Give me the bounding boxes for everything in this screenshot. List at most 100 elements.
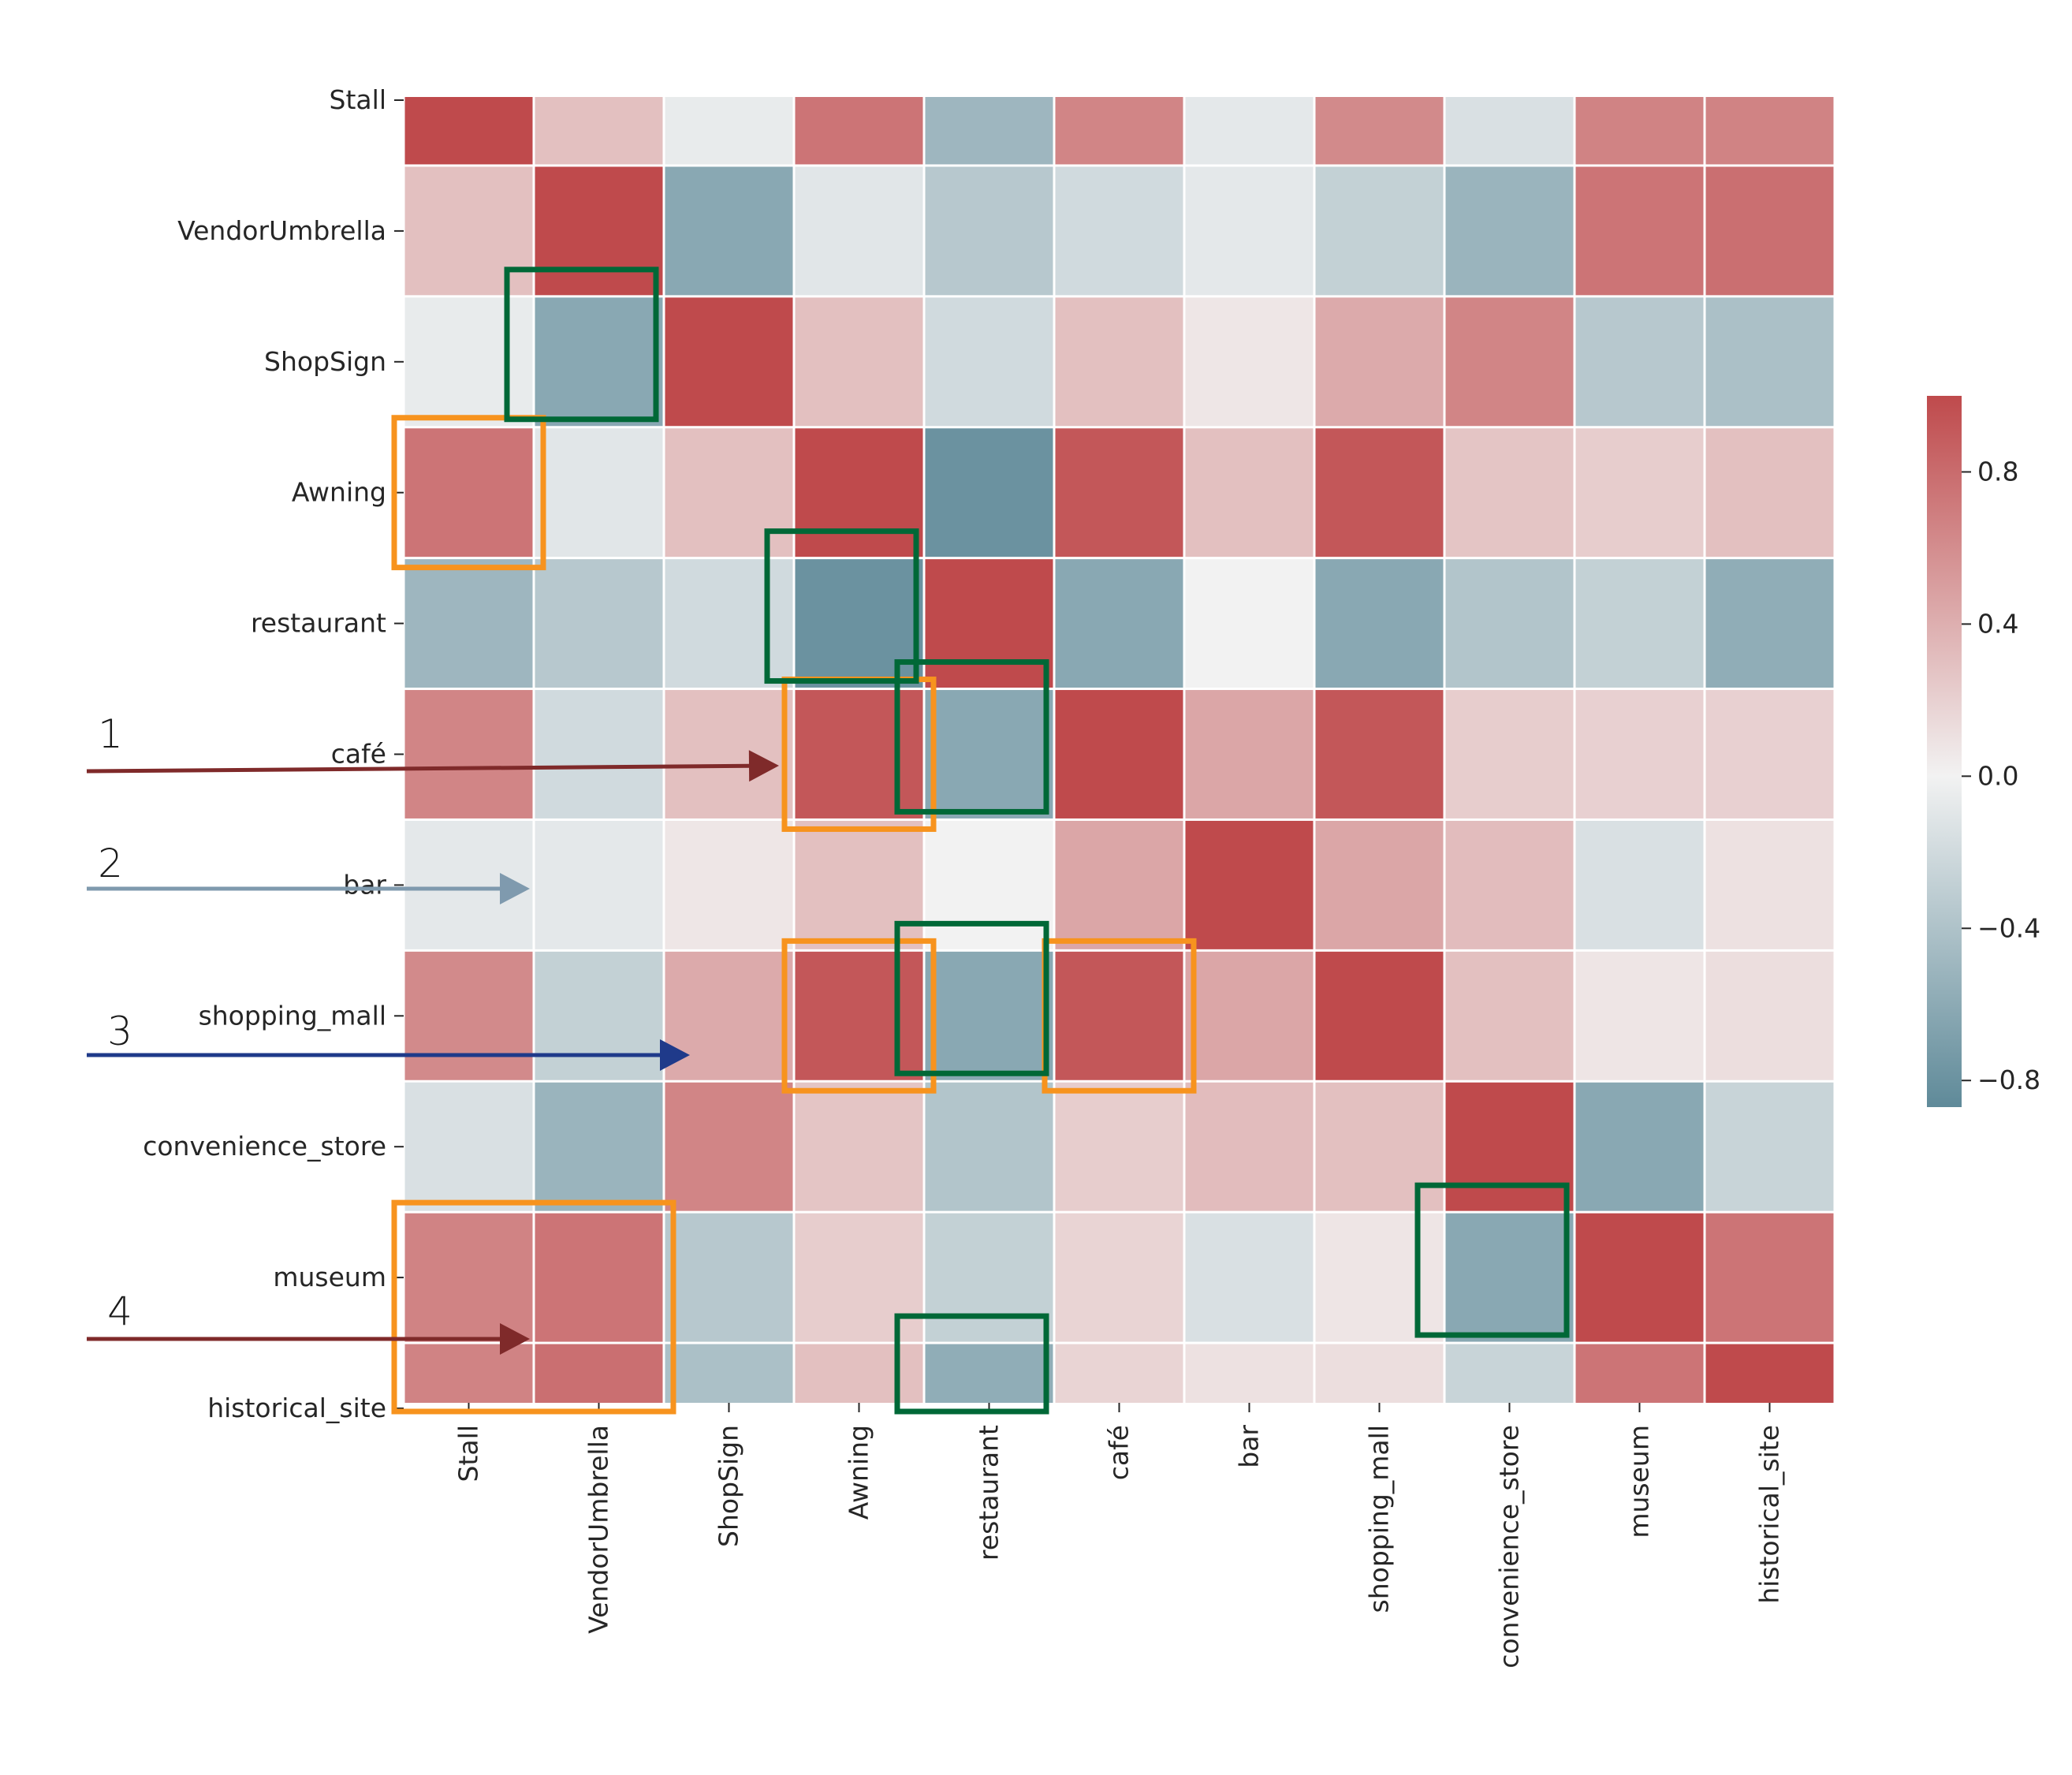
- heatmap-cell: [1705, 1082, 1834, 1211]
- x-tick-label: café: [1104, 1425, 1135, 1480]
- green-highlight-box: [764, 528, 919, 684]
- heatmap-cell: [925, 97, 1053, 165]
- heatmap-cell: [665, 297, 793, 427]
- heatmap-cell: [1445, 297, 1574, 427]
- heatmap-cell: [925, 297, 1053, 427]
- heatmap-cell: [535, 1344, 663, 1403]
- heatmap-cell: [795, 1082, 923, 1211]
- heatmap-cell: [1575, 951, 1704, 1080]
- y-tick-label: Stall: [330, 84, 386, 115]
- annotation-number: 2: [98, 841, 123, 886]
- heatmap-cell: [1185, 690, 1314, 819]
- heatmap-cell: [665, 1213, 793, 1342]
- heatmap-cell: [535, 690, 663, 819]
- x-axis: Stall VendorUmbrella ShopSign Awning restaur…: [453, 1403, 1785, 1669]
- heatmap-cell: [925, 1082, 1053, 1211]
- heatmap-cell: [925, 951, 1053, 1080]
- heatmap-cell: [925, 166, 1053, 296]
- y-tick-label: shopping_mall: [199, 1000, 386, 1031]
- heatmap-cell: [795, 1213, 923, 1342]
- heatmap-cell: [1055, 1213, 1183, 1342]
- heatmap-cell: [535, 951, 663, 1080]
- heatmap-cell: [404, 1213, 533, 1342]
- heatmap-cell: [665, 166, 793, 296]
- colorbar: 0.8 0.4 0.0 −0.4 −0.8: [1927, 396, 2040, 1107]
- heatmap-cell: [535, 297, 663, 427]
- heatmap-cell: [1705, 97, 1834, 165]
- green-highlight-box: [894, 659, 1049, 815]
- y-tick-label: café: [331, 739, 386, 770]
- heatmap-cell: [1315, 297, 1444, 427]
- heatmap-cell: [795, 559, 923, 688]
- heatmap-cells: [404, 97, 1834, 1403]
- heatmap-cell: [1315, 690, 1444, 819]
- heatmap-cell: [404, 97, 533, 165]
- heatmap-cell: [1055, 559, 1183, 688]
- heatmap-cell: [1055, 1344, 1183, 1403]
- heatmap-cell: [1315, 559, 1444, 688]
- heatmap-cell: [665, 428, 793, 557]
- heatmap-cell: [1315, 1344, 1444, 1403]
- heatmap-cell: [1055, 951, 1183, 1080]
- orange-highlight-box: [781, 938, 937, 1094]
- heatmap-cell: [1185, 97, 1314, 165]
- heatmap-cell: [1445, 1213, 1574, 1342]
- heatmap-cell: [535, 1082, 663, 1211]
- x-tick-label: museum: [1624, 1425, 1655, 1538]
- heatmap-cell: [1575, 166, 1704, 296]
- heatmap-cell: [1315, 1213, 1444, 1342]
- y-tick-label: VendorUmbrella: [177, 215, 386, 246]
- heatmap-cell: [535, 1213, 663, 1342]
- heatmap-cell: [1445, 951, 1574, 1080]
- heatmap-cell: [665, 820, 793, 949]
- y-tick-label: historical_site: [207, 1393, 386, 1423]
- heatmap-cell: [1705, 559, 1834, 688]
- heatmap-cell: [1575, 1082, 1704, 1211]
- heatmap-cell: [1445, 559, 1574, 688]
- heatmap-cell: [1445, 166, 1574, 296]
- heatmap-cell: [1445, 428, 1574, 557]
- heatmap-cell: [1705, 428, 1834, 557]
- orange-highlight-box: [391, 1199, 676, 1415]
- heatmap-cell: [1705, 1213, 1834, 1342]
- heatmap-cell: [795, 820, 923, 949]
- heatmap-cell: [1315, 97, 1444, 165]
- heatmap-cell: [404, 428, 533, 557]
- colorbar-tick-label: −0.8: [1977, 1065, 2040, 1095]
- heatmap-cell: [535, 97, 663, 165]
- colorbar-tick-label: 0.0: [1977, 760, 2018, 791]
- green-highlight-box: [894, 920, 1049, 1076]
- heatmap-cell: [1055, 690, 1183, 819]
- x-tick-label: Awning: [844, 1425, 874, 1520]
- heatmap-cell: [404, 951, 533, 1080]
- heatmap-cell: [1575, 428, 1704, 557]
- heatmap-cell: [1575, 1213, 1704, 1342]
- x-tick-label: convenience_store: [1494, 1425, 1525, 1669]
- y-axis: Stall VendorUmbrella ShopSign Awning restaur…: [143, 84, 404, 1423]
- heatmap-cell: [1185, 1213, 1314, 1342]
- heatmap-cell: [1575, 97, 1704, 165]
- heatmap-cell: [925, 1344, 1053, 1403]
- heatmap-cell: [795, 1344, 923, 1403]
- heatmap-cell: [925, 559, 1053, 688]
- heatmap-cell: [1445, 820, 1574, 949]
- colorbar-tick-label: −0.4: [1977, 912, 2040, 943]
- heatmap-cell: [1185, 951, 1314, 1080]
- annotation-arrows: 1 2 3 4: [86, 711, 779, 1355]
- heatmap-cell: [1055, 166, 1183, 296]
- annotation-number: 3: [107, 1009, 132, 1054]
- heatmap-cell: [795, 166, 923, 296]
- x-tick-label: historical_site: [1754, 1425, 1785, 1604]
- heatmap-cell: [1315, 951, 1444, 1080]
- heatmap-cell: [1575, 559, 1704, 688]
- arrow-head-icon: [500, 873, 530, 904]
- annotation-arrow-line: [86, 763, 750, 774]
- y-tick-label: bar: [343, 869, 386, 900]
- arrow-head-icon: [748, 750, 779, 782]
- y-tick-label: museum: [273, 1262, 386, 1292]
- heatmap-cell: [404, 559, 533, 688]
- heatmap-cell: [535, 166, 663, 296]
- x-tick-label: restaurant: [974, 1425, 1004, 1561]
- heatmap-cell: [1705, 166, 1834, 296]
- green-highlight-box: [894, 1313, 1049, 1415]
